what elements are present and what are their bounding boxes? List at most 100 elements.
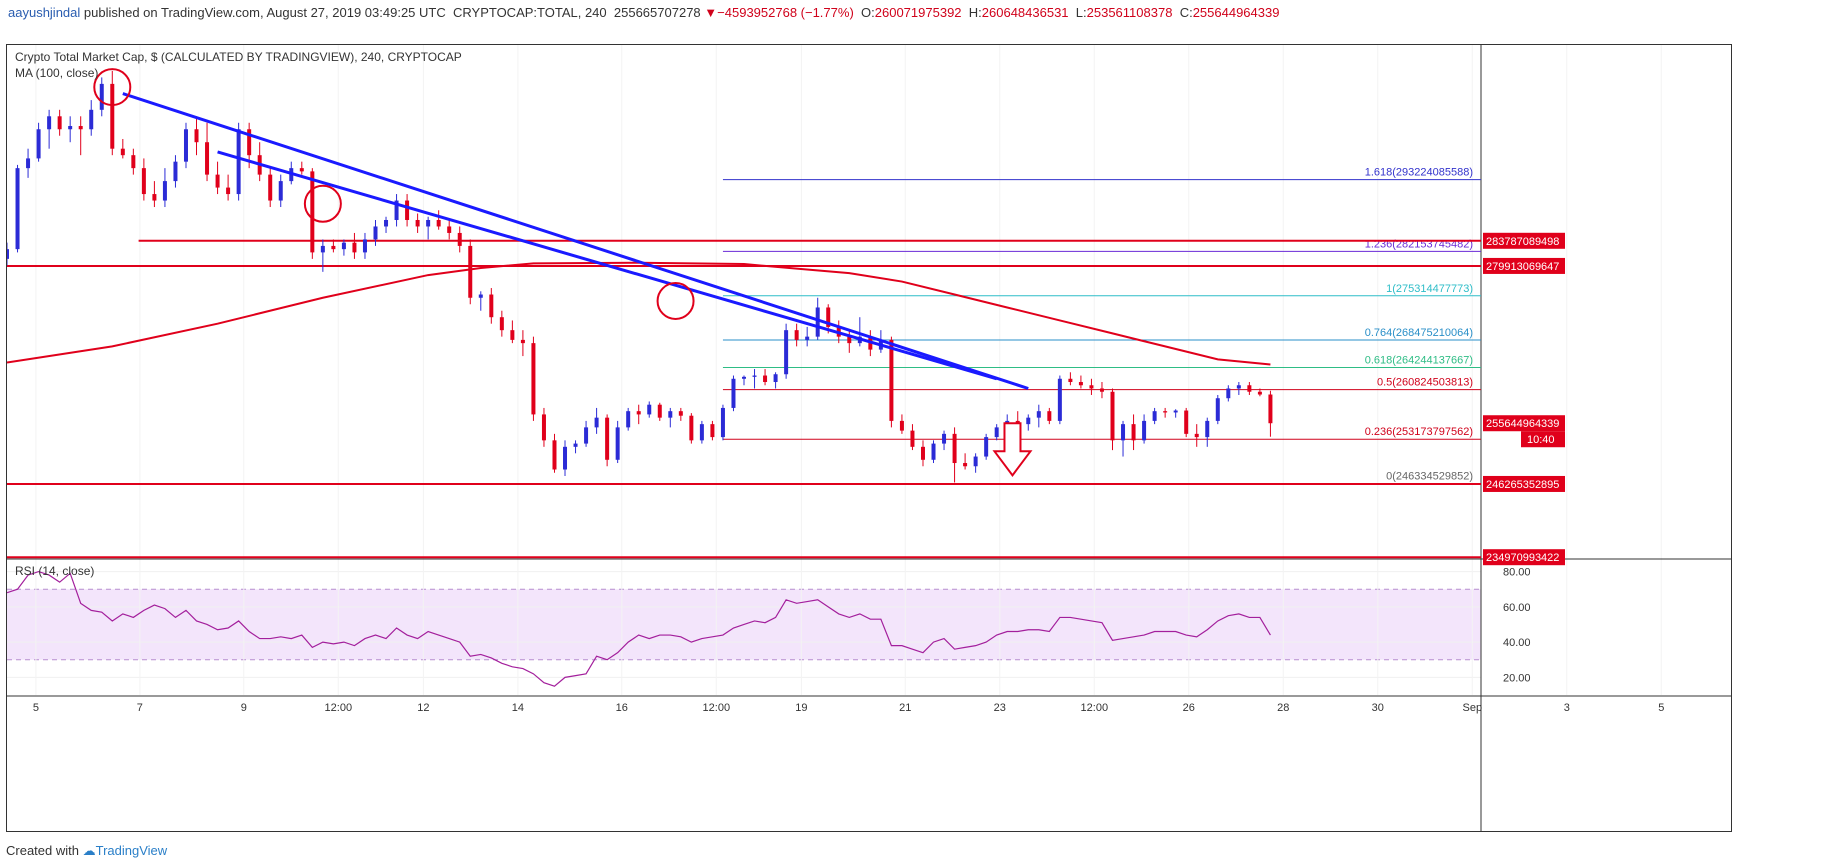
candle-body <box>1184 410 1189 434</box>
highlight-circle <box>656 282 695 320</box>
candle-body <box>541 414 546 441</box>
candle-body <box>247 129 252 156</box>
candle-body <box>1047 411 1052 421</box>
x-tick-label: 26 <box>1183 702 1195 714</box>
high-value: 260648436531 <box>981 5 1069 20</box>
candle-body <box>1089 385 1094 389</box>
close-label: C: <box>1179 5 1193 20</box>
candle-body <box>499 317 504 331</box>
candle-body <box>36 129 41 159</box>
x-tick-label: 14 <box>512 702 524 714</box>
candle-body <box>436 219 441 227</box>
candle-body <box>552 440 557 470</box>
candle-body <box>131 155 136 169</box>
chart-frame: 2400000000002440000000002480000000002520… <box>5 44 1732 832</box>
x-tick-label: 23 <box>994 702 1006 714</box>
candle-body <box>205 142 210 175</box>
highlight-circle <box>303 184 342 223</box>
candle-body <box>1226 388 1231 399</box>
candle-body <box>689 415 694 441</box>
candle-body <box>215 174 220 188</box>
x-tick-label: 9 <box>241 702 247 714</box>
created-with-text: Created with <box>6 843 79 858</box>
candle-body <box>162 181 167 201</box>
fib-level-label: 0.618(264244137667) <box>1365 354 1473 366</box>
candle-body <box>47 116 52 130</box>
candle-body <box>1068 378 1073 383</box>
support-price-tag <box>1483 475 1565 492</box>
trend-line <box>122 92 1029 390</box>
candle-body <box>457 232 462 246</box>
candle-body <box>952 433 957 464</box>
candle-body <box>278 181 283 201</box>
candle-body <box>1236 385 1241 389</box>
candle-body <box>183 129 188 162</box>
candle-body <box>5 249 9 259</box>
support-price-tag <box>1483 257 1565 274</box>
candle-body <box>531 343 536 415</box>
candle-body <box>141 168 146 195</box>
candle-body <box>584 427 589 444</box>
support-price-tag <box>1483 549 1565 566</box>
candle-body <box>362 239 367 253</box>
open-value: 260071975392 <box>874 5 962 20</box>
footer: Created with ☁TradingView <box>6 842 167 860</box>
candle-body <box>899 420 904 431</box>
candle-body <box>1247 385 1252 392</box>
x-tick-label: 12 <box>417 702 429 714</box>
x-tick-label: 5 <box>1658 702 1664 714</box>
x-tick-label: 19 <box>795 702 807 714</box>
candle-body <box>1110 391 1115 441</box>
candle-body <box>352 242 357 253</box>
change-arrow-icon: ▼ <box>704 5 718 20</box>
candle-body <box>889 339 894 421</box>
candle-body <box>573 443 578 447</box>
candle-body <box>984 437 989 457</box>
candle-body <box>1194 433 1199 438</box>
author-link[interactable]: aayushjindal <box>8 5 81 20</box>
candle-body <box>110 83 115 149</box>
candle-body <box>510 330 515 340</box>
last-price: 255665707278 <box>613 5 701 20</box>
support-price-label: 279913069647 <box>1486 261 1559 273</box>
rsi-line <box>6 570 1271 687</box>
candle-body <box>657 404 662 418</box>
rsi-y-tick-label: 80.00 <box>1503 567 1531 579</box>
candle-body <box>973 456 978 467</box>
tradingview-brand-link[interactable]: TradingView <box>95 843 168 858</box>
candle-body <box>1163 411 1168 413</box>
candle-body <box>742 376 746 379</box>
highlight-circle <box>93 68 132 107</box>
countdown-tag <box>1521 431 1565 448</box>
high-label: H: <box>968 5 982 20</box>
candle-body <box>731 378 736 408</box>
last-price-tag <box>1483 415 1565 432</box>
candle-body <box>563 446 568 470</box>
publish-header: aayushjindal published on TradingView.co… <box>0 0 1828 34</box>
candle-body <box>15 168 20 250</box>
low-label: L: <box>1075 5 1087 20</box>
candle-body <box>847 336 852 344</box>
candle-body <box>236 129 241 195</box>
candle-body <box>752 375 757 377</box>
candle-body <box>605 417 610 460</box>
candle-body <box>1057 378 1062 421</box>
fib-level-label: 0.5(260824503813) <box>1377 377 1473 389</box>
candle-body <box>468 245 473 298</box>
x-tick-label: 5 <box>33 702 39 714</box>
candle-body <box>626 411 631 428</box>
x-tick-label: 21 <box>899 702 911 714</box>
chart-svg[interactable]: 2400000000002440000000002480000000002520… <box>5 45 1731 831</box>
candle-body <box>910 430 915 447</box>
fib-level-label: 0.764(268475210064) <box>1365 327 1473 339</box>
rsi-title: RSI (14, close) <box>15 564 94 578</box>
last-price-label: 255644964339 <box>1486 418 1559 430</box>
rsi-y-tick-label: 60.00 <box>1503 602 1531 614</box>
candle-body <box>394 200 399 220</box>
candle-body <box>405 200 410 220</box>
candle-body <box>1121 424 1126 441</box>
candle-body <box>710 424 715 438</box>
candle-body <box>636 411 641 415</box>
candle-body <box>26 158 31 169</box>
candle-body <box>1268 394 1273 424</box>
